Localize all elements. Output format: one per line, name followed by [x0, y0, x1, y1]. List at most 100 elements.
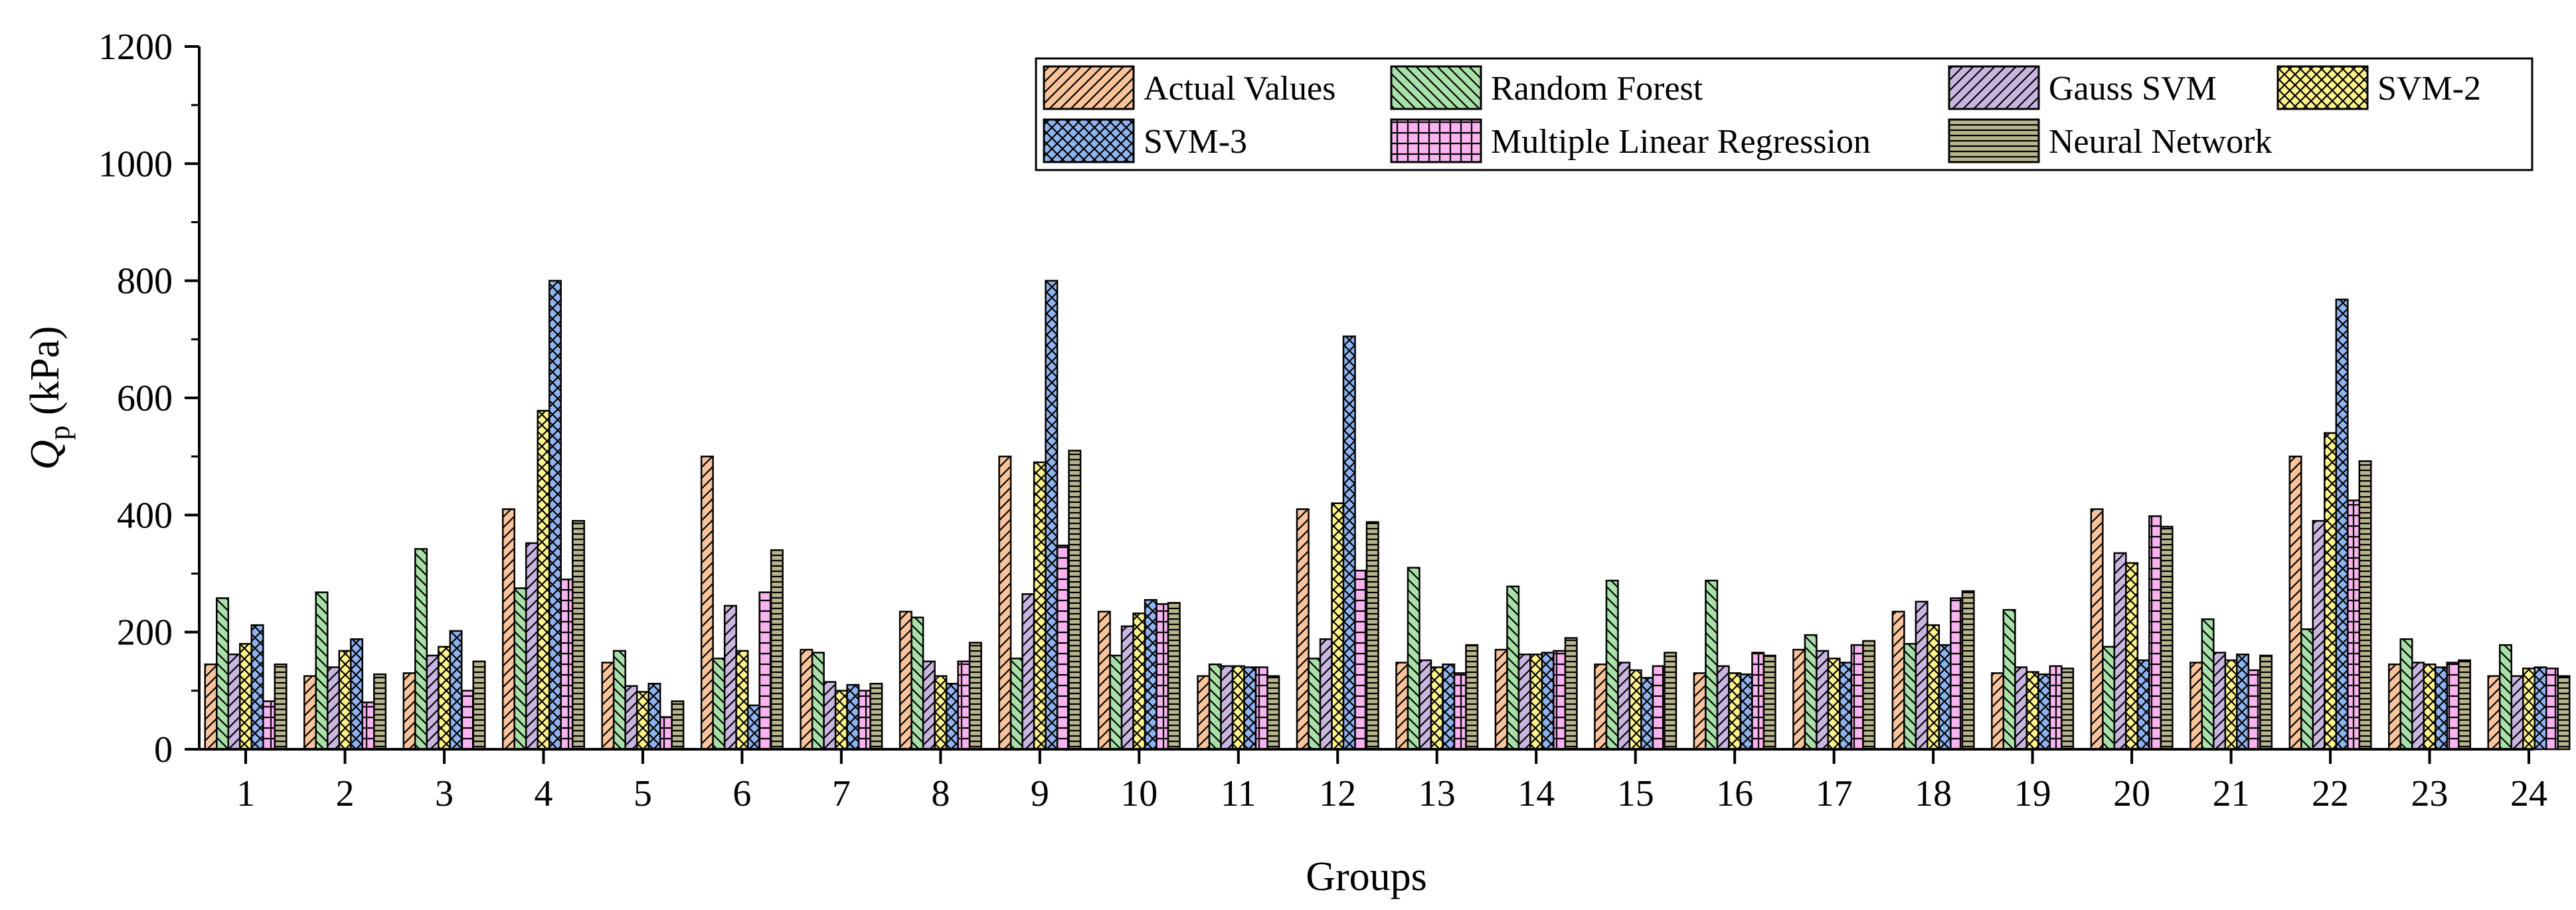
bar-group-3-svm-3 — [449, 630, 463, 751]
x-tick-label: 14 — [1517, 773, 1555, 814]
bar-group-11-actual-values — [1197, 675, 1211, 751]
bar-group-21-actual-values — [2190, 662, 2203, 751]
bar-group-20-actual-values — [2090, 508, 2104, 751]
bar-group-15-gauss-svm — [1617, 662, 1631, 751]
bar-group-24-svm-3 — [2533, 666, 2547, 751]
bar-group-5-random-forest — [612, 650, 626, 751]
bar-group-21-svm-3 — [2236, 653, 2250, 751]
bar-group-21-svm-2 — [2224, 659, 2238, 751]
x-tick-label: 4 — [534, 773, 553, 814]
bar-group-9-actual-values — [998, 455, 1012, 751]
bar-group-5-svm-2 — [636, 691, 649, 751]
bar-group-17-actual-values — [1792, 648, 1806, 751]
bar-group-4-neural-network — [571, 519, 585, 751]
bar-group-2-actual-values — [303, 675, 317, 751]
bar-group-23-gauss-svm — [2411, 662, 2425, 751]
bar-group-3-gauss-svm — [426, 654, 440, 751]
y-axis-label-subscript: p — [43, 426, 76, 440]
x-tick-label: 10 — [1120, 773, 1158, 814]
bar-group-6-svm-2 — [735, 650, 749, 751]
bar-group-1-actual-values — [204, 663, 218, 751]
bar-group-11-svm-3 — [1243, 666, 1257, 751]
x-tick-label: 5 — [634, 773, 652, 814]
x-axis-label: Groups — [1306, 854, 1427, 899]
bar-group-17-svm-2 — [1827, 658, 1841, 751]
bar-group-24-random-forest — [2499, 644, 2512, 751]
bar-group-16-actual-values — [1693, 672, 1707, 751]
bar-group-3-svm-2 — [437, 646, 451, 751]
bar-group-8-svm-3 — [945, 683, 959, 751]
bar-group-23-actual-values — [2388, 663, 2402, 751]
bar-group-7-gauss-svm — [823, 681, 837, 751]
bar-group-19-random-forest — [2002, 608, 2016, 751]
x-tick-label: 24 — [2510, 773, 2547, 814]
bar-group-19-multiple-linear-regression — [2049, 665, 2063, 751]
bar-group-12-random-forest — [1308, 658, 1322, 751]
bar-group-16-neural-network — [1762, 654, 1776, 751]
bars-group — [204, 280, 2571, 751]
bar-group-23-svm-2 — [2423, 663, 2437, 751]
bar-group-5-actual-values — [601, 662, 615, 751]
legend-swatch-actual-values — [1043, 65, 1135, 110]
x-tick-label: 22 — [2312, 773, 2349, 814]
bar-group-10-svm-3 — [1144, 598, 1158, 751]
bar-group-11-random-forest — [1208, 663, 1222, 751]
bar-group-5-gauss-svm — [624, 685, 638, 751]
y-axis-label: Qp (kPa) — [23, 326, 76, 470]
bar-group-23-neural-network — [2458, 659, 2472, 751]
bar-group-9-random-forest — [1009, 658, 1023, 751]
bar-group-2-gauss-svm — [326, 666, 340, 751]
bar-group-13-svm-3 — [1442, 663, 1456, 751]
bar-group-18-actual-values — [1891, 610, 1905, 751]
bar-group-2-neural-network — [373, 673, 386, 751]
bar-group-12-svm-2 — [1331, 502, 1345, 751]
bar-group-16-svm-2 — [1728, 672, 1742, 751]
bar-group-16-multiple-linear-regression — [1751, 652, 1765, 751]
bar-group-18-neural-network — [1961, 590, 1975, 751]
bar-group-15-random-forest — [1605, 579, 1619, 751]
bar-group-12-svm-3 — [1342, 335, 1356, 751]
bar-group-12-actual-values — [1296, 508, 1310, 751]
bar-group-21-multiple-linear-regression — [2247, 669, 2261, 751]
bar-group-4-svm-2 — [537, 410, 551, 751]
bar-group-10-multiple-linear-regression — [1156, 603, 1169, 751]
bar-group-8-actual-values — [899, 610, 912, 751]
bar-group-7-random-forest — [811, 652, 825, 751]
bar-group-7-actual-values — [800, 648, 814, 751]
bar-group-9-multiple-linear-regression — [1056, 544, 1070, 751]
legend-label-svm-2: SVM-2 — [2377, 70, 2481, 108]
legend-label-actual-values: Actual Values — [1144, 70, 1335, 108]
bar-group-10-gauss-svm — [1120, 625, 1134, 751]
bar-group-15-actual-values — [1594, 663, 1608, 751]
bar-group-24-svm-2 — [2522, 668, 2535, 751]
bar-group-18-multiple-linear-regression — [1950, 597, 1964, 751]
bar-group-13-random-forest — [1407, 567, 1420, 751]
bar-group-20-neural-network — [2160, 525, 2174, 751]
bar-group-16-gauss-svm — [1716, 665, 1730, 751]
legend-label-svm-3: SVM-3 — [1144, 123, 1247, 161]
bar-group-13-actual-values — [1395, 662, 1409, 751]
bar-group-19-svm-3 — [2037, 673, 2051, 751]
bar-group-15-svm-2 — [1628, 669, 1642, 751]
x-tick-label: 7 — [832, 773, 851, 814]
x-tick-label: 16 — [1716, 773, 1753, 814]
bar-group-10-svm-2 — [1132, 612, 1146, 751]
x-tick-label: 2 — [335, 773, 354, 814]
x-tick-label: 18 — [1915, 773, 1952, 814]
bar-group-23-multiple-linear-regression — [2446, 662, 2460, 751]
bar-group-11-gauss-svm — [1220, 665, 1234, 751]
y-tick-label: 0 — [154, 729, 173, 771]
bar-group-9-svm-2 — [1033, 461, 1047, 751]
bar-group-4-svm-3 — [548, 280, 562, 751]
bar-group-24-actual-values — [2487, 675, 2501, 751]
y-tick-label: 1000 — [98, 143, 173, 185]
legend: Actual Values Random Forest Gauss SVM SVM-2… — [1035, 57, 2533, 171]
bar-group-3-neural-network — [472, 660, 486, 751]
bar-group-19-neural-network — [2061, 668, 2075, 751]
bar-group-7-svm-3 — [846, 683, 860, 751]
x-tick-label: 23 — [2411, 773, 2448, 814]
bar-group-21-gauss-svm — [2213, 652, 2227, 751]
bar-group-14-gauss-svm — [1517, 653, 1531, 751]
bar-group-24-neural-network — [2557, 675, 2571, 751]
